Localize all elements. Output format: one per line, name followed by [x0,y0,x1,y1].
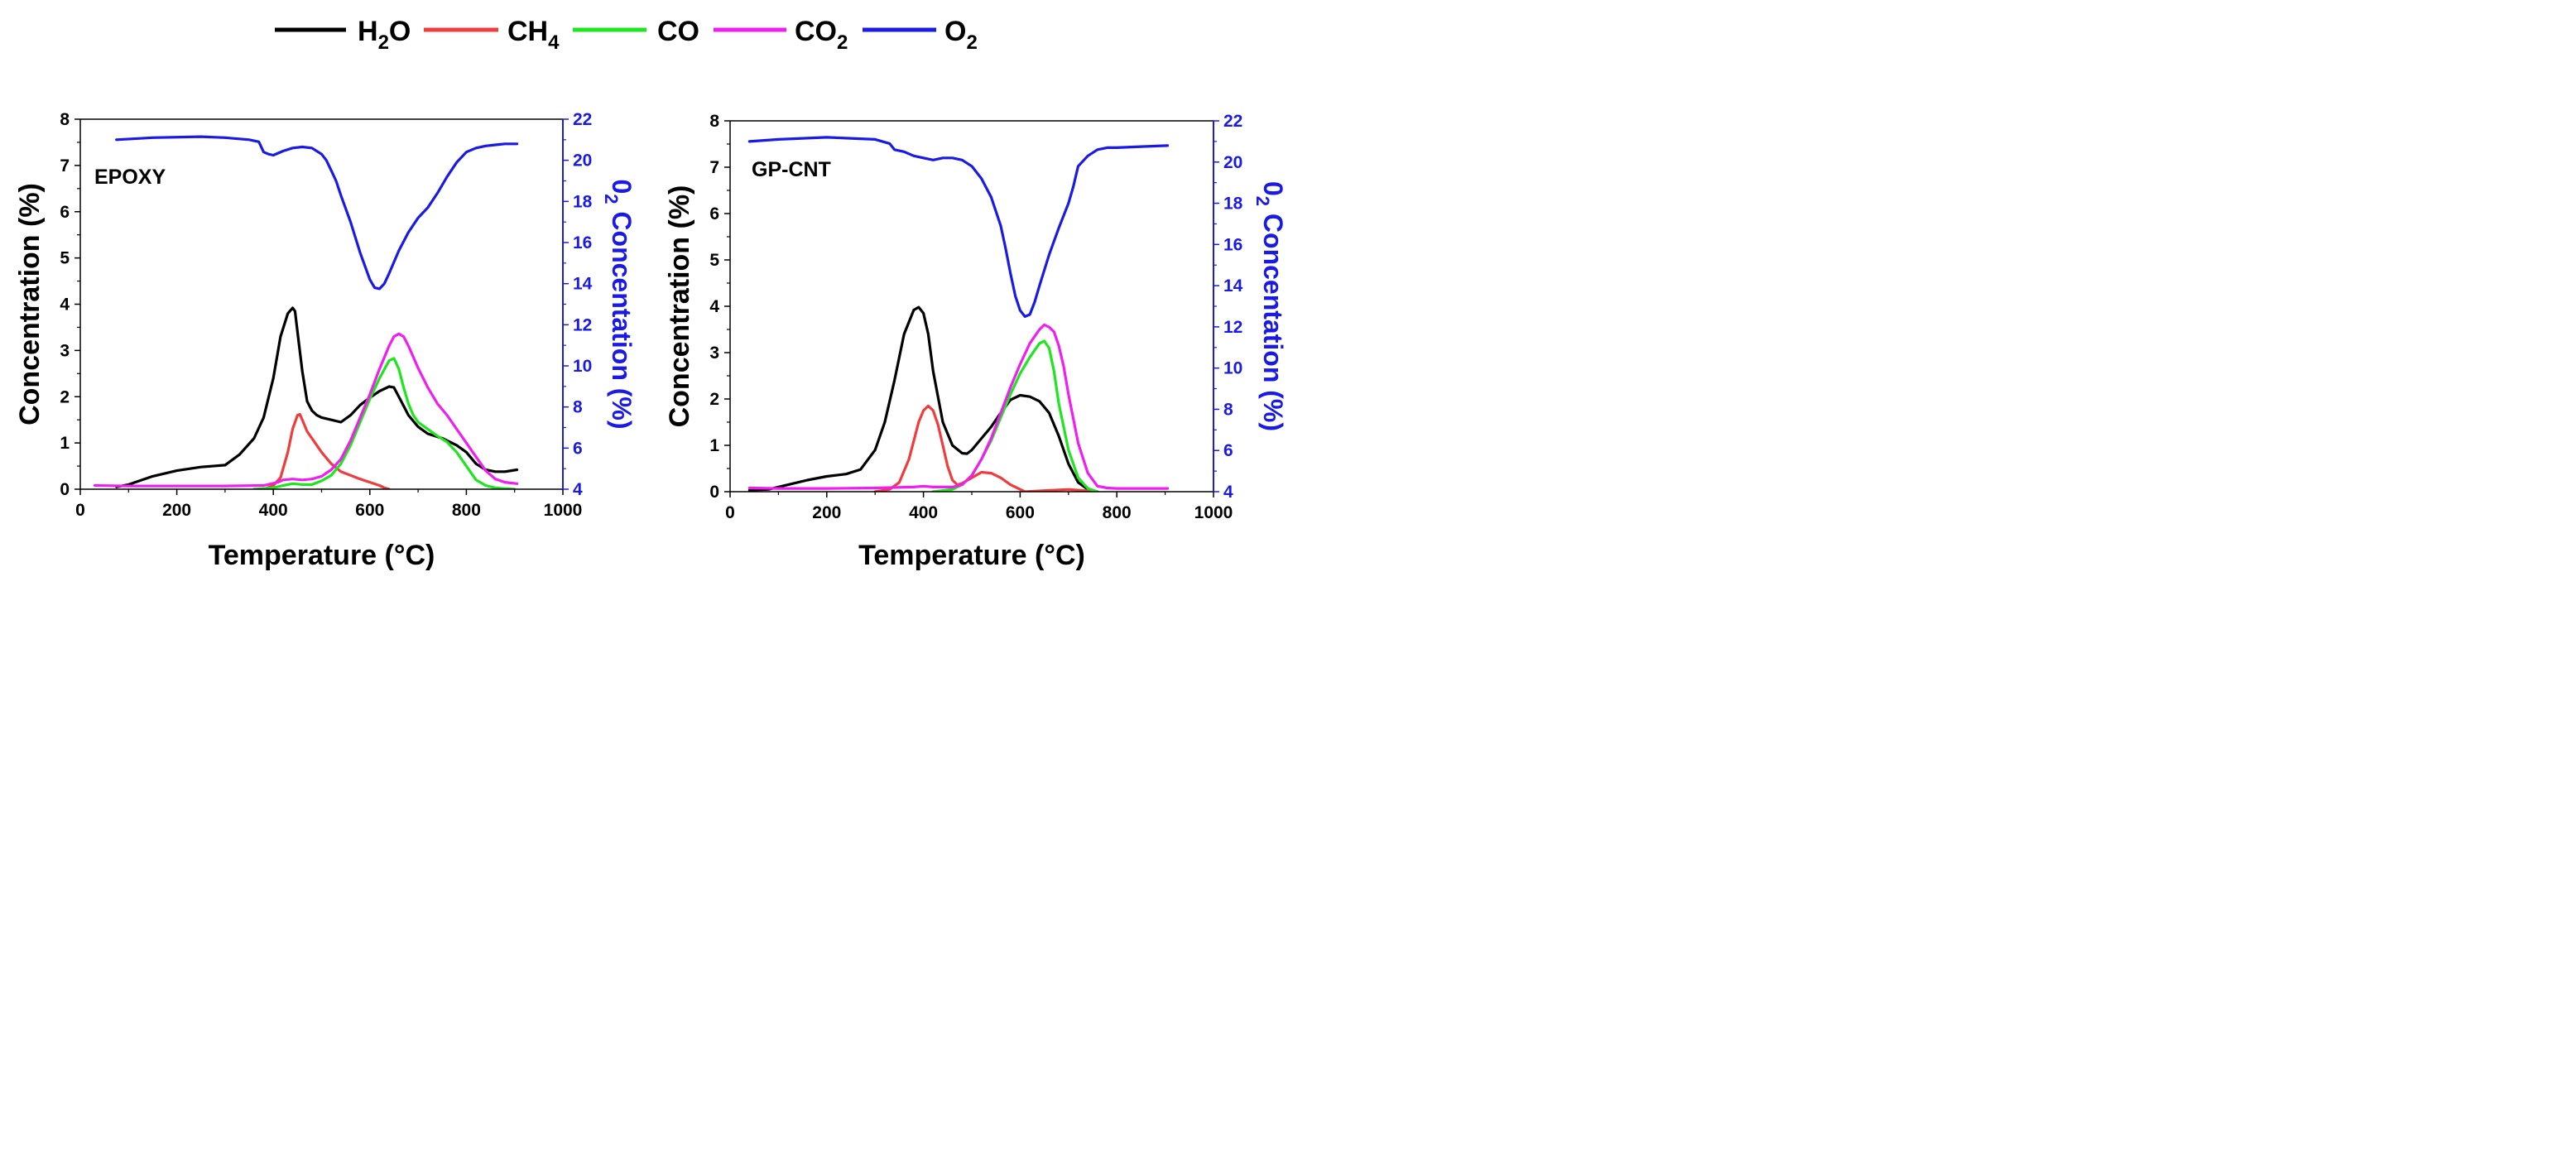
x-axis-title: Temperature (°C) [209,540,435,571]
y-tick-label: 4 [709,297,719,316]
legend-label-base: CH [507,16,548,47]
legend-item-o2: O2 [863,16,978,54]
series-line-h2o [115,306,519,488]
legend-label-subscript: 2 [837,31,848,54]
y2-axis-title-subscript: 2 [1252,196,1273,206]
y2-axis-title-tail: Concentation (%) [607,204,637,430]
y2-tick-label: 6 [1223,441,1233,460]
series-line-h2o [747,305,1099,492]
x-tick-label: 400 [909,503,938,522]
legend: H2O CH4 CO CO2 O2 [275,16,978,54]
series-line-co2 [93,332,519,488]
series-line-ch4 [262,412,391,489]
y2-tick-label: 10 [573,357,592,376]
y2-axis-title-base: 0 [1258,181,1288,196]
y2-tick-label: 16 [1223,235,1242,254]
y-tick-label: 6 [709,204,719,223]
y2-tick-label: 12 [573,315,592,334]
y-tick-label: 7 [60,156,70,175]
legend-item-h2o: H2O [275,16,411,54]
y2-tick-label: 4 [1223,483,1233,502]
x-tick-label: 400 [259,501,288,520]
x-axis-title: Temperature (°C) [858,540,1085,571]
y2-tick-label: 6 [573,439,583,458]
figure: H2O CH4 CO CO2 O2 0 200 400 600 800 1000012345678… [14,16,1288,571]
y-tick-label: 2 [709,390,719,409]
legend-label-co: CO [657,16,699,47]
y2-tick-label: 20 [573,151,592,171]
y2-tick-label: 18 [1223,195,1243,214]
y2-tick-label: 14 [1223,276,1243,296]
x-tick-label: 600 [1006,503,1035,522]
panel-label: GP-CNT [752,158,831,181]
series-line-ch4 [873,404,1099,492]
y2-axis-title: 02 Concentation (%) [1252,181,1288,431]
y-tick-label: 1 [60,434,70,453]
x-tick-label: 600 [355,501,384,520]
y2-tick-label: 20 [1223,153,1242,172]
x-tick-label: 1000 [1194,503,1233,522]
y2-tick-label: 4 [573,480,583,499]
y-tick-label: 0 [709,483,719,502]
y2-tick-label: 22 [1223,112,1242,131]
y-tick-label: 2 [60,387,70,406]
panel-gp-cnt: 0 200 400 600 800 100001234567846810121416182… [664,112,1288,571]
series-line-o2 [747,136,1170,318]
x-tick-label: 200 [162,501,191,520]
y-tick-label: 5 [60,249,70,268]
y-tick-label: 4 [60,296,70,315]
x-tick-label: 800 [452,501,481,520]
legend-label-o2: O2 [944,16,978,54]
y-tick-label: 8 [60,110,70,129]
y-tick-label: 7 [709,158,719,177]
legend-label-subscript: 2 [966,31,977,54]
y2-tick-label: 22 [573,110,592,129]
series-group [93,135,519,489]
x-tick-label: 0 [75,501,85,520]
legend-label-h2o: H2O [358,16,411,54]
y2-axis-title-base: 0 [607,179,637,194]
y2-tick-label: 12 [1223,318,1242,337]
y2-axis-title-tail: Concentation (%) [1258,206,1288,431]
y2-tick-label: 18 [573,192,593,211]
legend-label-ch4: CH4 [507,16,560,54]
y2-tick-label: 8 [1223,400,1233,419]
legend-item-co2: CO2 [714,16,848,54]
y2-axis-title-subscript: 2 [601,194,622,204]
x-tick-label: 200 [812,503,841,522]
x-tick-label: 1000 [544,501,583,520]
y2-tick-label: 8 [573,398,583,417]
legend-label-subscript: 4 [548,31,560,54]
legend-label-base: O [944,16,966,47]
series-line-co [252,357,517,489]
y2-axis-title: 02 Concentation (%) [601,179,637,429]
y-axis-title: Concentration (%) [14,183,46,425]
y2-tick-label: 16 [573,233,592,252]
y2-tick-label: 14 [573,275,593,294]
legend-label-co2: CO2 [795,16,848,54]
x-tick-label: 0 [725,503,735,522]
legend-label-base: CO [795,16,837,47]
series-group [747,136,1170,492]
y-tick-label: 8 [709,112,719,131]
panel-label: EPOXY [94,166,166,189]
y-tick-label: 5 [709,251,719,270]
legend-label-tail: O [389,16,411,47]
y-axis-title: Concentration (%) [664,185,695,428]
legend-label-subscript: 2 [378,31,389,54]
legend-item-ch4: CH4 [424,16,560,54]
legend-label-base: H [358,16,378,47]
y-tick-label: 3 [60,341,70,360]
legend-label-base: CO [657,16,699,47]
series-line-o2 [115,135,519,291]
legend-item-co: CO [573,16,699,47]
series-line-co2 [747,323,1170,490]
y-tick-label: 6 [60,203,70,222]
y-tick-label: 1 [709,436,719,455]
panel-epoxy: 0 200 400 600 800 100001234567846810121416182… [14,110,637,571]
y-tick-label: 0 [60,480,70,499]
x-tick-label: 800 [1103,503,1132,522]
y-tick-label: 3 [709,344,719,363]
y2-tick-label: 10 [1223,359,1242,378]
